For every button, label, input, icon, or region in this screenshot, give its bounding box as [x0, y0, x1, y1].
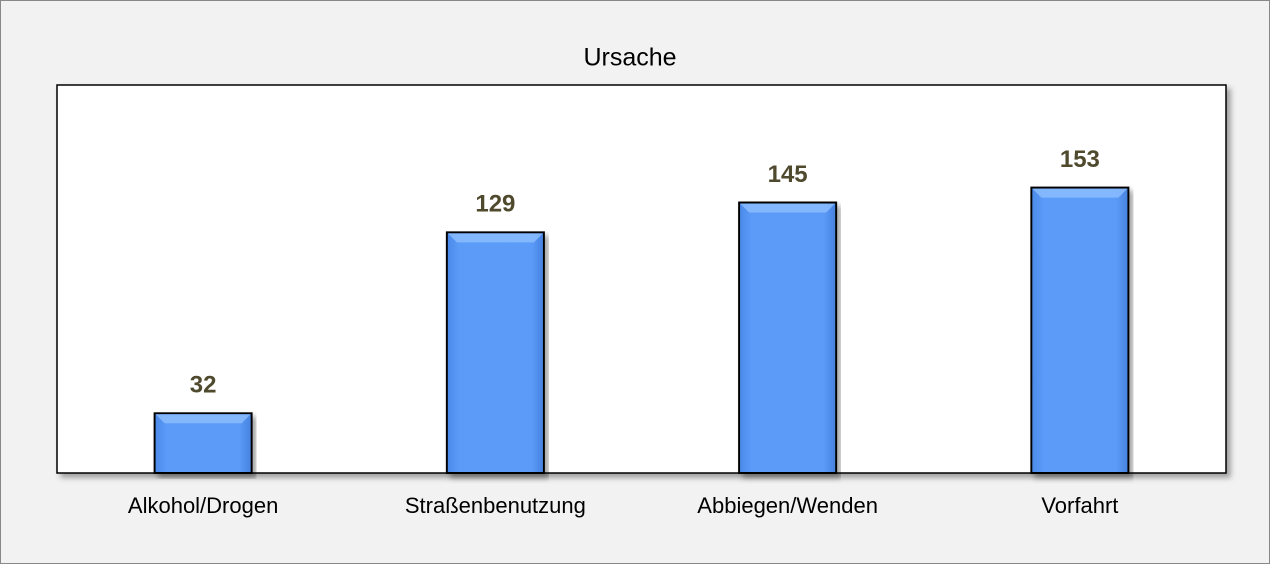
- bar-bevel: [740, 203, 836, 472]
- bar-bevel: [1032, 188, 1128, 472]
- data-label: 145: [768, 161, 808, 188]
- bar-bevel-top: [155, 414, 251, 424]
- bar-bevel-top: [740, 203, 836, 213]
- bar-bevel: [155, 414, 251, 472]
- data-label: 129: [475, 191, 515, 218]
- bar-bevel-top: [447, 233, 543, 243]
- data-label: 153: [1060, 146, 1100, 173]
- x-tick-label: Abbiegen/Wenden: [697, 493, 878, 518]
- data-label: 32: [190, 372, 217, 399]
- x-tick-label: Vorfahrt: [1041, 493, 1118, 518]
- bar-bevel-top: [1032, 188, 1128, 198]
- bar-bevel: [447, 233, 543, 472]
- x-tick-label: Straßenbenutzung: [405, 493, 586, 518]
- x-tick-label: Alkohol/Drogen: [128, 493, 278, 518]
- chart-title: Ursache: [583, 44, 676, 72]
